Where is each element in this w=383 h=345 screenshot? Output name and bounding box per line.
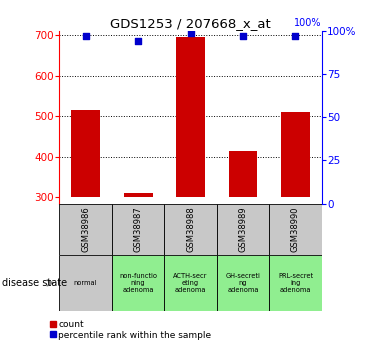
Bar	[229, 151, 257, 197]
Bar	[281, 112, 310, 197]
Text: GSM38986: GSM38986	[81, 207, 90, 252]
FancyBboxPatch shape	[59, 204, 112, 255]
Text: normal: normal	[74, 280, 97, 286]
FancyBboxPatch shape	[164, 255, 217, 310]
FancyBboxPatch shape	[112, 204, 164, 255]
Text: GSM38990: GSM38990	[291, 207, 300, 252]
Title: GDS1253 / 207668_x_at: GDS1253 / 207668_x_at	[110, 17, 271, 30]
Legend: count, percentile rank within the sample: count, percentile rank within the sample	[49, 319, 213, 341]
Point	[240, 33, 246, 39]
FancyBboxPatch shape	[59, 255, 112, 310]
Point	[293, 33, 299, 39]
Text: GSM38987: GSM38987	[134, 207, 142, 252]
Bar	[71, 110, 100, 197]
Bar	[176, 37, 205, 197]
FancyBboxPatch shape	[217, 255, 269, 310]
FancyBboxPatch shape	[112, 255, 164, 310]
FancyBboxPatch shape	[217, 204, 269, 255]
Text: GSM38989: GSM38989	[239, 207, 247, 252]
Point	[188, 30, 194, 36]
Bar	[124, 194, 152, 197]
Text: disease state: disease state	[2, 278, 67, 288]
Point	[83, 33, 89, 39]
Text: non-functio
ning
adenoma: non-functio ning adenoma	[119, 273, 157, 293]
Text: GSM38988: GSM38988	[186, 207, 195, 252]
Text: 100%: 100%	[294, 18, 322, 28]
Text: PRL-secret
ing
adenoma: PRL-secret ing adenoma	[278, 273, 313, 293]
Text: GH-secreti
ng
adenoma: GH-secreti ng adenoma	[226, 273, 260, 293]
FancyBboxPatch shape	[269, 255, 322, 310]
FancyBboxPatch shape	[269, 204, 322, 255]
Text: ACTH-secr
eting
adenoma: ACTH-secr eting adenoma	[173, 273, 208, 293]
Point	[135, 39, 141, 44]
FancyBboxPatch shape	[164, 204, 217, 255]
